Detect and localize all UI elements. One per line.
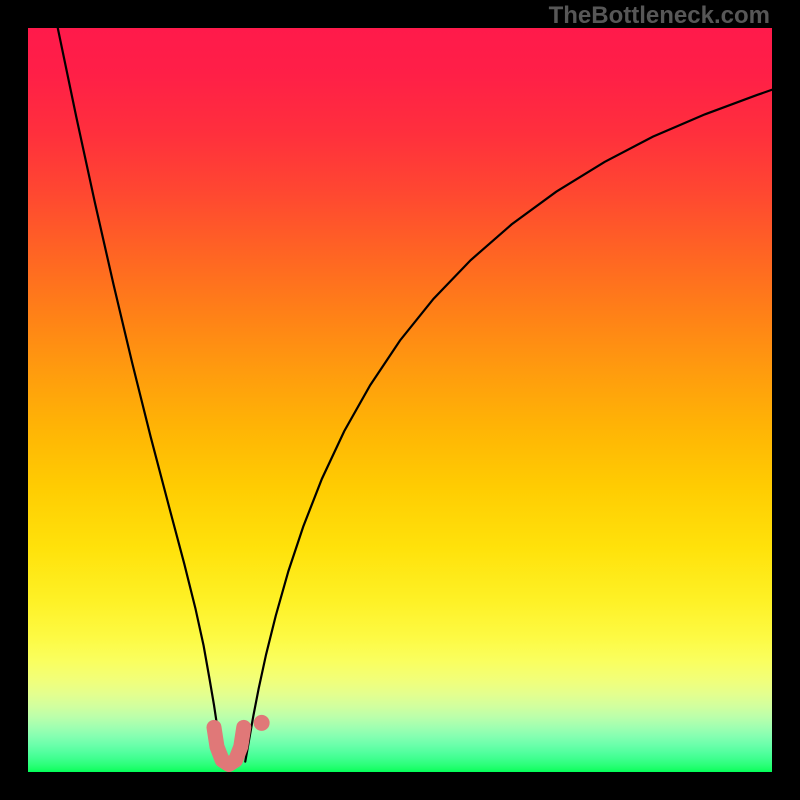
bottom-marker-dot bbox=[254, 715, 270, 731]
watermark-label: TheBottleneck.com bbox=[549, 2, 770, 30]
chart-background-gradient bbox=[28, 28, 772, 772]
chart-plot-area bbox=[28, 28, 772, 772]
chart-svg bbox=[28, 28, 772, 772]
